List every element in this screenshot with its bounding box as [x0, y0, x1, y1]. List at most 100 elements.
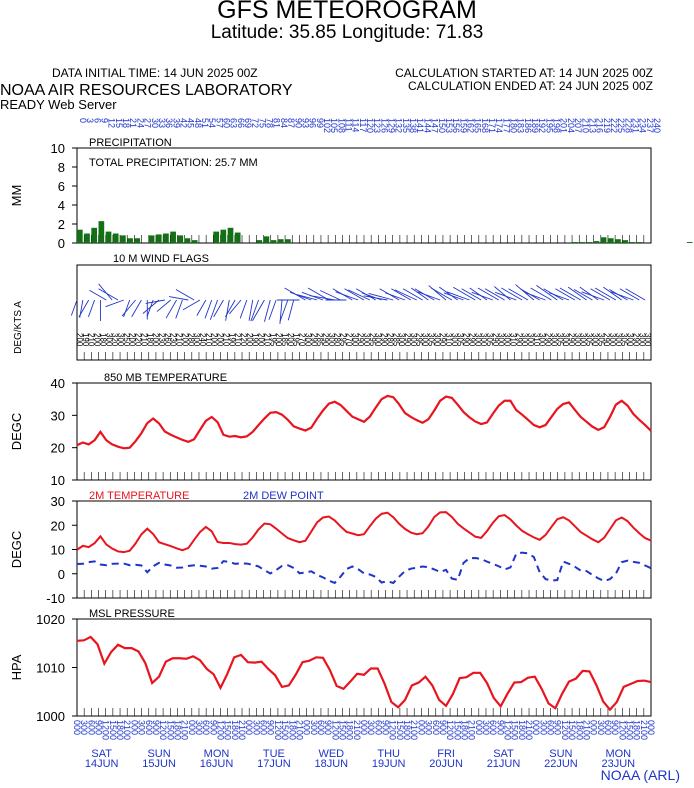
- wind-barb: [452, 286, 476, 301]
- hour-label: 1500: [223, 720, 233, 740]
- wind-barb: [417, 291, 441, 301]
- wind-direction-label: 290: [567, 333, 576, 347]
- y-axis-label: MM: [9, 185, 24, 207]
- hour-label: 000: [72, 720, 82, 735]
- wind-direction-label: 200: [128, 333, 137, 347]
- wind-barb: [78, 299, 90, 318]
- precip-bar: [615, 239, 621, 243]
- wind-direction-label: 260: [163, 333, 172, 347]
- wind-direction-label: 300: [397, 333, 406, 347]
- forecast-hour-label: 54: [207, 118, 217, 128]
- wind-direction-label: 300: [374, 333, 383, 347]
- forecast-hour-label: 126: [379, 118, 389, 133]
- hour-label: 1200: [388, 720, 398, 740]
- y-tick-label: 10: [51, 543, 65, 558]
- hour-label: 000: [187, 720, 197, 735]
- wind-direction-label: 300: [549, 333, 558, 347]
- precip-bar: [98, 221, 105, 243]
- wind-barb: [142, 299, 160, 314]
- precip-bar: [177, 235, 184, 243]
- wind-barb: [430, 287, 453, 301]
- hour-label: 2100: [352, 720, 362, 740]
- hour-label: 1800: [230, 720, 240, 740]
- precip-bar: [593, 241, 600, 243]
- wind-barb: [196, 299, 207, 316]
- forecast-hour-label: 207: [573, 118, 583, 133]
- forecast-hour-label: 192: [537, 118, 547, 133]
- y-tick-label: 6: [58, 179, 65, 194]
- forecast-hour-label: 162: [465, 118, 475, 133]
- forecast-hour-label: 177: [501, 118, 511, 133]
- hour-label: 600: [86, 720, 96, 735]
- wind-barb: [309, 295, 335, 301]
- wind-direction-label: 285: [315, 333, 324, 347]
- forecast-hour-label: 156: [451, 118, 461, 133]
- y-tick-label: 20: [51, 441, 65, 456]
- wind-direction-label: 300: [421, 333, 430, 347]
- hour-label: 300: [309, 720, 319, 735]
- wind-barb: [70, 299, 78, 316]
- wind-barb: [145, 299, 165, 304]
- hour-label: 1500: [395, 720, 405, 740]
- wind-barb: [250, 299, 259, 322]
- precip-bar: [84, 233, 90, 243]
- wind-direction-label: 290: [462, 333, 471, 347]
- hour-label: 1800: [115, 720, 125, 740]
- day-of-week-label: SAT: [493, 748, 514, 760]
- wind-direction-label: 300: [626, 333, 635, 347]
- hour-label: 1200: [617, 720, 627, 740]
- hour-label: 1800: [517, 720, 527, 740]
- precip-bar: [622, 240, 628, 243]
- precip-bar: [191, 240, 198, 243]
- hour-label: 2100: [581, 720, 591, 740]
- precip-bar: [629, 242, 636, 243]
- wind-direction-label: 240: [198, 333, 207, 347]
- wind-direction-label: 290: [491, 333, 500, 347]
- wind-barb: [394, 289, 417, 301]
- wind-direction-label: 210: [175, 333, 184, 347]
- forecast-hour-label: 174: [494, 118, 504, 133]
- noaa-credit: NOAA (ARL): [600, 767, 680, 783]
- wind-barb: [204, 299, 213, 319]
- forecast-hour-label: 129: [387, 118, 397, 133]
- precip-bar: [636, 242, 643, 243]
- y-tick-label: 10: [51, 141, 65, 156]
- wind-direction-label: 290: [544, 333, 553, 347]
- forecast-hour-label: 45: [186, 118, 196, 128]
- hour-label: 1800: [172, 720, 182, 740]
- date-label: 23JUN: [601, 758, 635, 770]
- wind-direction-label: 300: [561, 333, 570, 347]
- day-of-week-label: SAT: [91, 748, 112, 760]
- wind-direction-label: 310: [444, 333, 453, 347]
- wind-barb: [581, 291, 605, 301]
- wind-direction-label: 290: [356, 333, 365, 347]
- forecast-hour-label: 75: [257, 118, 267, 128]
- wind-direction-label: 200: [75, 333, 84, 347]
- forecast-hour-label: 153: [444, 118, 454, 133]
- wind-barb: [239, 299, 248, 319]
- wind-title: 10 M WIND FLAGS: [113, 253, 209, 265]
- forecast-hour-label: 159: [458, 118, 468, 133]
- wind-barb: [590, 288, 611, 301]
- day-of-week-label: SUN: [549, 748, 572, 760]
- wind-direction-label: 305: [596, 333, 605, 347]
- date-label: 18JUN: [314, 758, 348, 770]
- wind-barb: [335, 291, 359, 301]
- wind-direction-label: 200: [257, 333, 266, 347]
- forecast-hour-label: 138: [408, 118, 418, 133]
- hour-label: 1200: [503, 720, 513, 740]
- wind-barb: [98, 283, 113, 301]
- forecast-hour-label: 12: [107, 118, 117, 128]
- wind-direction-label: 300: [608, 333, 617, 347]
- wind-barb: [603, 286, 622, 301]
- hour-label: 1200: [158, 720, 168, 740]
- wind-barb: [175, 299, 183, 319]
- forecast-hour-label: 216: [595, 118, 605, 133]
- wind-barb: [508, 288, 529, 301]
- forecast-hour-label: 201: [559, 118, 569, 133]
- hour-label: 600: [201, 720, 211, 735]
- wind-barb: [391, 288, 412, 301]
- wind-barb: [494, 286, 511, 301]
- day-of-week-label: MON: [605, 748, 631, 760]
- wind-direction-label: 300: [362, 333, 371, 347]
